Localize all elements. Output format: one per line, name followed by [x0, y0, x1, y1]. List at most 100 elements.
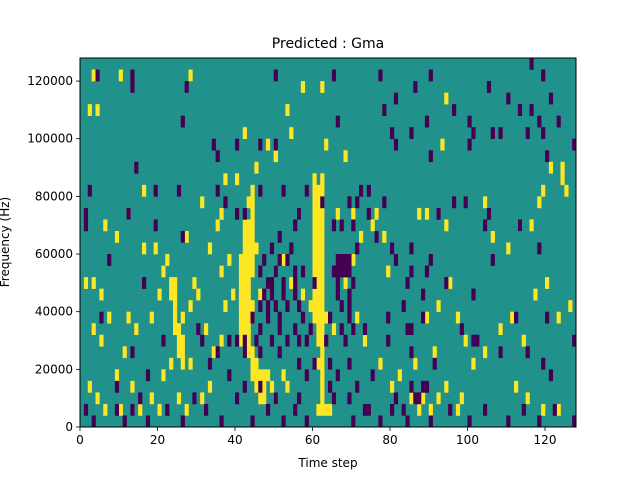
- heatmap-cell-low: [351, 277, 356, 289]
- x-axis: 0 20 40 60 80 100 120: [76, 427, 556, 447]
- heatmap-cell-low: [180, 115, 185, 128]
- heatmap-cell-low: [130, 81, 135, 93]
- heatmap-cell-high: [459, 392, 464, 405]
- heatmap-cell-high: [320, 334, 325, 347]
- heatmap-cell-low: [130, 346, 135, 359]
- heatmap-cell-high: [149, 392, 154, 405]
- heatmap-cell-low: [413, 81, 418, 93]
- heatmap-cell-high: [316, 403, 321, 416]
- heatmap-cell-low: [347, 265, 352, 278]
- heatmap-cell-low: [335, 254, 340, 266]
- heatmap-cell-low: [541, 357, 546, 370]
- x-tick-label: 0: [76, 433, 84, 447]
- heatmap-cell-low: [343, 254, 348, 266]
- heatmap-cell-low: [219, 415, 224, 428]
- heatmap-cell-low: [374, 230, 379, 243]
- heatmap-cell-low: [405, 415, 410, 428]
- heatmap-cell-high: [180, 357, 185, 370]
- heatmap-cell-high: [320, 392, 325, 405]
- heatmap-cell-high: [471, 357, 476, 370]
- heatmap-cell-high: [173, 288, 178, 301]
- y-axis-label: Frequency (Hz): [0, 197, 12, 288]
- heatmap-cell-high: [258, 369, 263, 382]
- heatmap-cell-high: [320, 265, 325, 278]
- heatmap-cell-low: [471, 288, 476, 301]
- heatmap-cell-high: [548, 161, 554, 174]
- heatmap-cell-high: [238, 288, 244, 301]
- heatmap-cell-low: [328, 357, 333, 370]
- heatmap-cell-low: [304, 184, 309, 197]
- heatmap-cell-high: [87, 104, 92, 116]
- x-tick-label: 120: [534, 433, 557, 447]
- heatmap-cell-high: [161, 265, 166, 278]
- heatmap-cell-high: [250, 207, 255, 220]
- heatmap-cell-high: [250, 196, 255, 209]
- heatmap-cell-low: [421, 311, 426, 324]
- heatmap-cell-low: [572, 334, 577, 347]
- heatmap-cell-low: [548, 92, 554, 105]
- heatmap-cell-low: [297, 357, 302, 370]
- heatmap-cell-low: [161, 334, 166, 347]
- heatmap-cell-low: [235, 392, 240, 405]
- heatmap-cell-high: [320, 254, 325, 266]
- heatmap-cell-high: [242, 288, 247, 301]
- heatmap-cell-high: [254, 161, 259, 174]
- heatmap-cell-high: [204, 323, 209, 336]
- heatmap-cell-high: [246, 288, 251, 301]
- heatmap-cell-low: [347, 288, 352, 301]
- heatmap-cell-high: [289, 127, 294, 140]
- heatmap-cell-low: [436, 207, 441, 220]
- heatmap-cell-low: [258, 346, 263, 359]
- heatmap-cell-low: [180, 230, 185, 243]
- heatmap-cell-low: [145, 415, 151, 428]
- heatmap-cell-low: [91, 415, 96, 428]
- heatmap-cell-high: [281, 254, 286, 266]
- heatmap-cell-low: [413, 392, 418, 405]
- heatmap-cell-high: [250, 184, 255, 197]
- heatmap-cell-high: [545, 277, 550, 289]
- heatmap-cell-high: [316, 265, 321, 278]
- heatmap-cell-high: [157, 288, 162, 301]
- heatmap-cell-low: [432, 357, 437, 370]
- heatmap-cell-low: [273, 265, 278, 278]
- heatmap-cell-low: [467, 415, 472, 428]
- heatmap-cell-low: [339, 254, 344, 266]
- heatmap-cell-high: [149, 311, 154, 324]
- heatmap-cell-high: [87, 380, 92, 393]
- heatmap-cell-high: [355, 311, 360, 324]
- heatmap-cell-low: [498, 127, 503, 140]
- heatmap-cell-high: [246, 334, 251, 347]
- heatmap-cell-high: [455, 311, 461, 324]
- heatmap-cell-low: [537, 115, 542, 128]
- heatmap-cell-low: [242, 380, 247, 393]
- heatmap-cell-low: [343, 334, 348, 347]
- heatmap-cell-low: [258, 138, 263, 151]
- heatmap-cell-low: [99, 311, 104, 324]
- heatmap-cell-low: [347, 311, 352, 324]
- heatmap-cell-low: [331, 69, 337, 82]
- heatmap-cell-low: [428, 69, 433, 82]
- heatmap-cell-low: [235, 138, 240, 151]
- heatmap-cell-high: [320, 311, 325, 324]
- heatmap-cell-low: [258, 300, 263, 312]
- heatmap-cell-low: [452, 104, 457, 116]
- heatmap-cell-high: [223, 173, 228, 186]
- heatmap-cell-low: [517, 104, 523, 116]
- heatmap-cell-low: [339, 265, 344, 278]
- heatmap-cell-low: [122, 415, 127, 428]
- heatmap-cell-high: [328, 403, 333, 416]
- heatmap-cell-low: [393, 92, 399, 105]
- heatmap-cell-low: [517, 219, 523, 232]
- heatmap-cell-low: [297, 300, 302, 312]
- heatmap-cell-low: [145, 369, 151, 382]
- heatmap-cell-high: [157, 403, 162, 416]
- heatmap-cell-high: [320, 207, 325, 220]
- heatmap-cell-low: [390, 127, 395, 140]
- heatmap-cell-high: [238, 277, 244, 289]
- heatmap-cell-high: [254, 357, 259, 370]
- heatmap-cell-high: [320, 277, 325, 289]
- heatmap-cell-high: [417, 403, 422, 416]
- heatmap-cell-low: [281, 415, 286, 428]
- heatmap-cell-high: [320, 288, 325, 301]
- heatmap-cell-high: [525, 392, 530, 405]
